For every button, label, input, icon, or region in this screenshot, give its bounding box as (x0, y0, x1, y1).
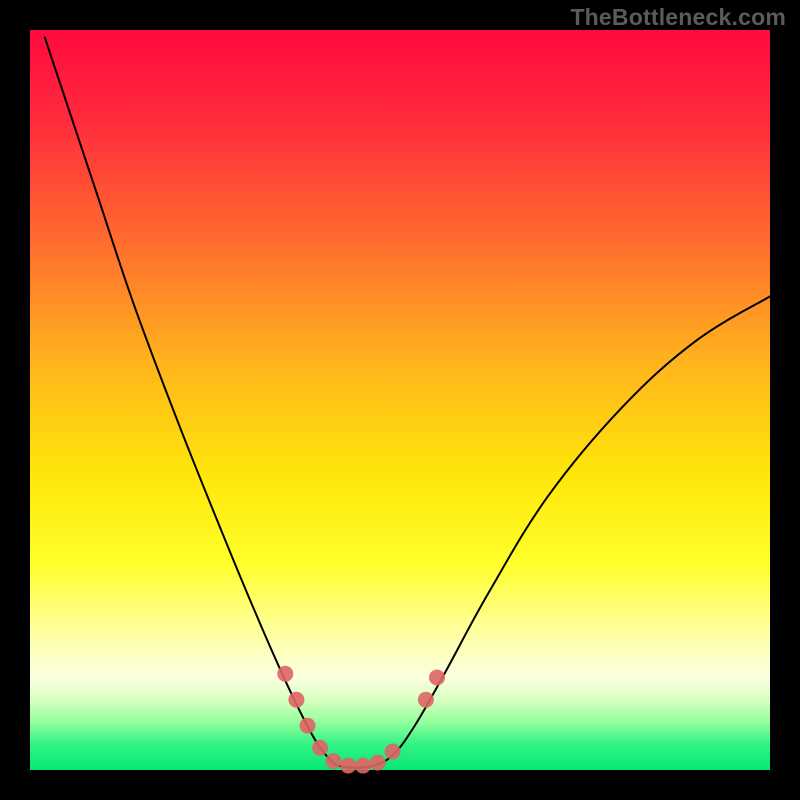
optimal-point-marker (288, 692, 304, 708)
optimal-point-marker (418, 692, 434, 708)
optimal-point-marker (429, 670, 445, 686)
bottleneck-curve-chart (0, 0, 800, 800)
chart-outer-frame: TheBottleneck.com (0, 0, 800, 800)
optimal-point-marker (312, 740, 328, 756)
plot-background-gradient (30, 30, 770, 770)
optimal-point-marker (385, 744, 401, 760)
optimal-point-marker (370, 755, 386, 771)
optimal-point-marker (325, 753, 341, 769)
optimal-point-marker (277, 666, 293, 682)
optimal-point-marker (300, 718, 316, 734)
optimal-point-marker (340, 758, 356, 774)
optimal-point-marker (355, 758, 371, 774)
